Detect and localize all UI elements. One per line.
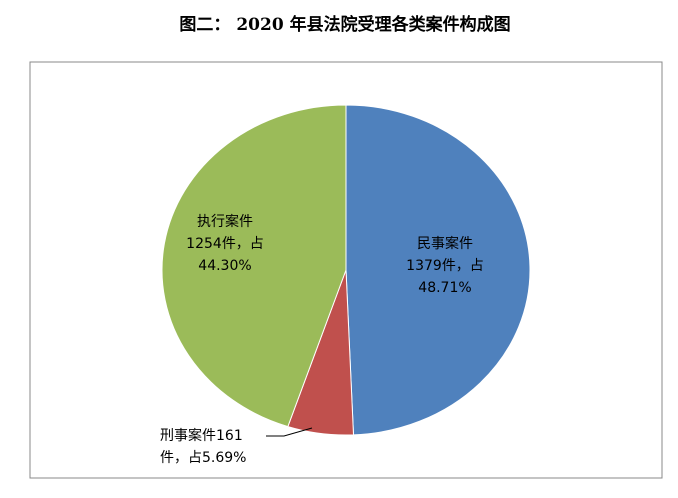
- count-label: 1254件，占: [186, 236, 264, 252]
- count-label: 1379件，占: [406, 258, 484, 274]
- value-label: 44.30%: [198, 258, 251, 274]
- count-value: 1379: [406, 258, 442, 274]
- count-value: 161: [216, 428, 243, 444]
- count-value: 1254: [186, 236, 222, 252]
- chart-title: 图二： 2020 年县法院受理各类案件构成图: [179, 14, 510, 35]
- pie-slice: [345, 104, 531, 436]
- category-label: 刑事案件161: [160, 427, 243, 444]
- slice-label: 民事案件 1379件，占 48.71%: [406, 235, 484, 296]
- category-label: 执行案件: [197, 213, 253, 230]
- slice-label: 刑事案件161 件，占5.69%: [160, 427, 313, 466]
- value-label: 48.71%: [418, 280, 471, 296]
- value-percent: 5.69%: [202, 450, 246, 466]
- count-suffix: 件，占: [442, 258, 484, 274]
- count-suffix: 件，占: [160, 450, 202, 466]
- value-label: 件，占5.69%: [160, 450, 246, 466]
- count-suffix: 件，占: [222, 236, 264, 252]
- pie-slice: [161, 104, 347, 428]
- slice-label: 执行案件 1254件，占 44.30%: [186, 213, 264, 274]
- category-label: 民事案件: [417, 235, 473, 252]
- leader-line: [266, 427, 313, 437]
- category-name: 刑事案件: [160, 427, 216, 444]
